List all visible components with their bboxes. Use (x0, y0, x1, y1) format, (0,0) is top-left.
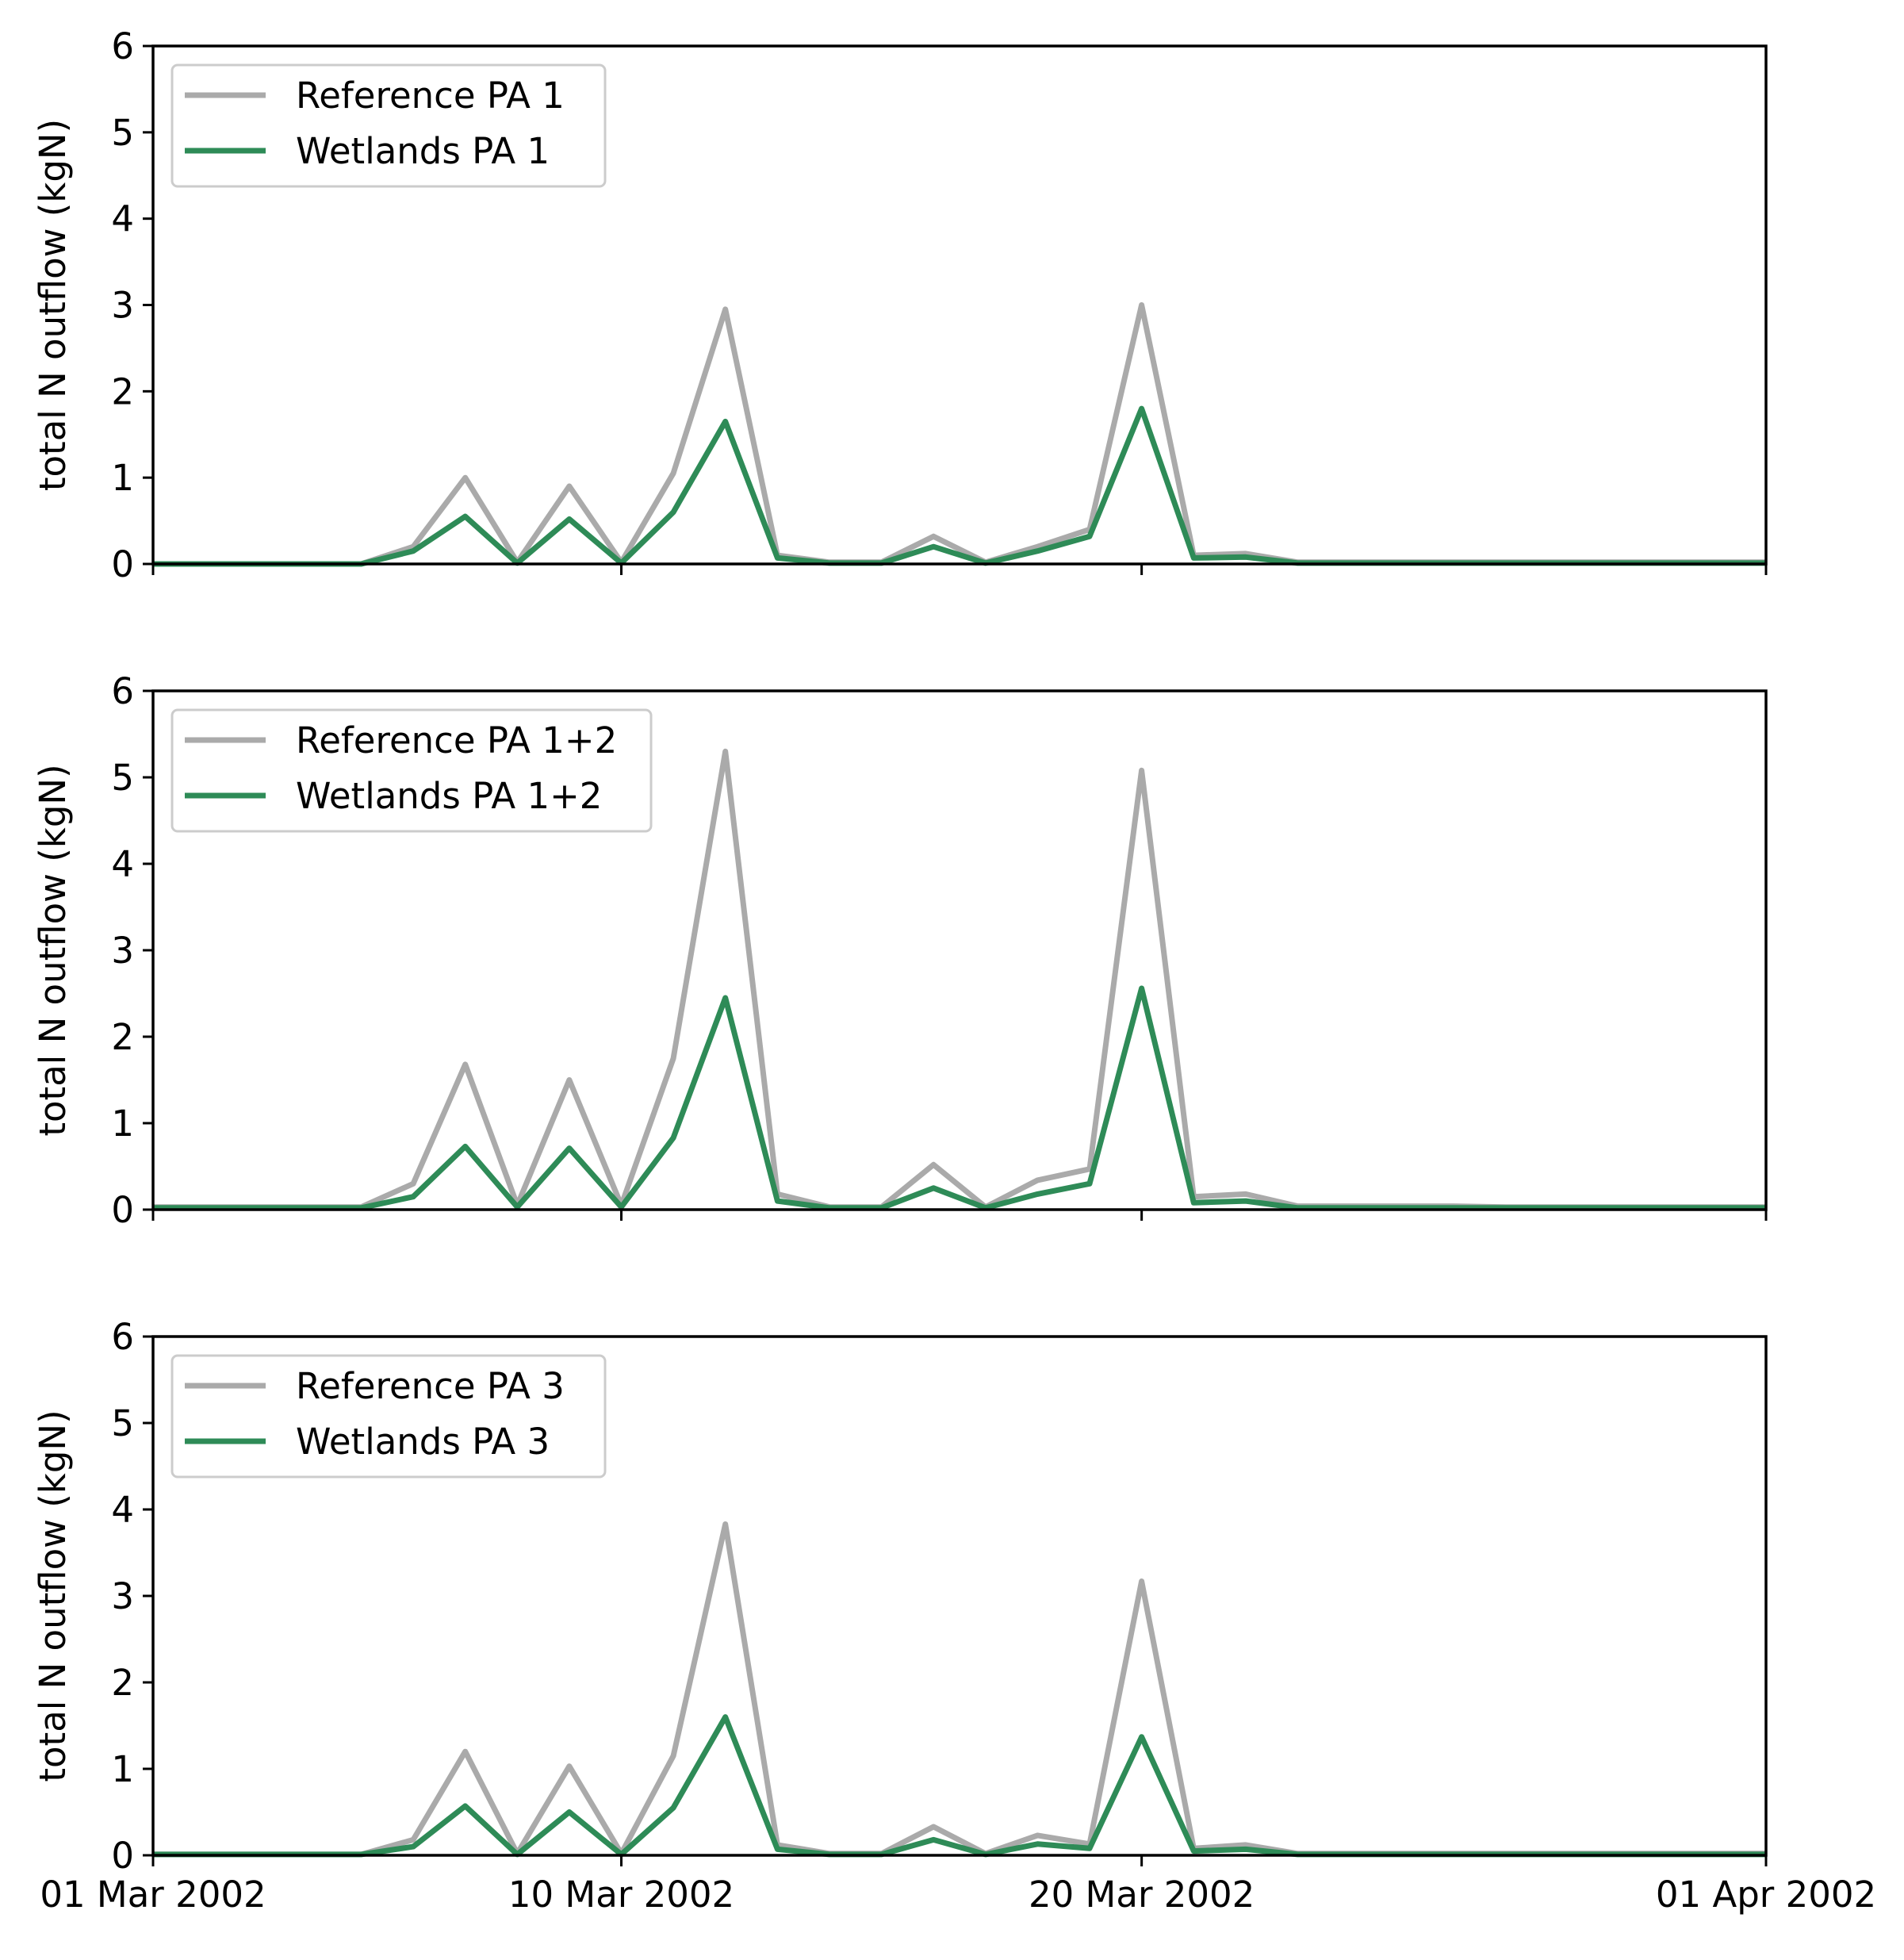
chart-panel-2: 0 1 2 3 4 5 6 total N outflow (kgN) Reference PA… (32, 670, 1768, 1231)
y-tick-label: 4 (111, 198, 134, 240)
series-line-1-2 (153, 405, 1766, 567)
y-tick-label: 3 (111, 285, 134, 327)
legend-label-1: Reference PA 3 (296, 1365, 565, 1407)
y-tick-label: 4 (111, 1489, 134, 1531)
y-tick-label: 5 (111, 757, 134, 799)
y-axis-label: total N outflow (kgN) (32, 119, 74, 491)
chart-panel-1: 0 1 2 3 4 5 6 total N outflow (kgN) Reference PA… (32, 25, 1768, 585)
y-tick-label: 5 (111, 112, 134, 154)
legend-label-1: Reference PA 1 (296, 75, 565, 117)
y-tick-label: 6 (111, 25, 134, 67)
y-tick-label: 1 (111, 1748, 134, 1790)
y-tick-label: 2 (111, 1662, 134, 1704)
series-line-1-1 (153, 302, 1766, 567)
series-line-3-2 (153, 1714, 1766, 1858)
series-line-3-1 (153, 1521, 1766, 1858)
y-axis-label: total N outflow (kgN) (32, 764, 74, 1136)
y-tick-label: 0 (111, 543, 134, 585)
y-tick-label: 0 (111, 1189, 134, 1231)
y-tick-label: 1 (111, 1103, 134, 1145)
y-tick-label: 4 (111, 843, 134, 885)
x-tick-label: 01 Apr 2002 (1656, 1874, 1876, 1916)
y-tick-label: 3 (111, 1575, 134, 1617)
y-tick-label: 2 (111, 1016, 134, 1058)
x-tick-label: 01 Mar 2002 (40, 1874, 266, 1916)
legend-label-2: Wetlands PA 1 (296, 130, 550, 172)
y-tick-label: 1 (111, 457, 134, 499)
y-tick-label: 6 (111, 670, 134, 712)
y-tick-label: 0 (111, 1835, 134, 1877)
legend-box (170, 1354, 607, 1479)
legend: Reference PA 3 Wetlands PA 3 (170, 1354, 607, 1479)
x-tick-label: 10 Mar 2002 (508, 1874, 734, 1916)
legend: Reference PA 1+2 Wetlands PA 1+2 (170, 708, 653, 833)
y-tick-label: 5 (111, 1402, 134, 1444)
legend-label-1: Reference PA 1+2 (296, 719, 617, 761)
y-axis-label: total N outflow (kgN) (32, 1410, 74, 1782)
x-tick-label: 20 Mar 2002 (1029, 1874, 1255, 1916)
legend-box (170, 708, 653, 833)
y-tick-label: 2 (111, 370, 134, 412)
y-tick-label: 3 (111, 930, 134, 972)
legend: Reference PA 1 Wetlands PA 1 (170, 63, 607, 188)
legend-box (170, 63, 607, 188)
series-line-2-2 (153, 985, 1766, 1211)
legend-label-2: Wetlands PA 1+2 (296, 775, 602, 817)
y-tick-label: 6 (111, 1316, 134, 1358)
chart-panel-3: 0 1 2 3 4 5 6 01 Mar 2002 10 Mar 2002 20 Mar 2002… (32, 1316, 1876, 1916)
legend-label-2: Wetlands PA 3 (296, 1421, 550, 1463)
